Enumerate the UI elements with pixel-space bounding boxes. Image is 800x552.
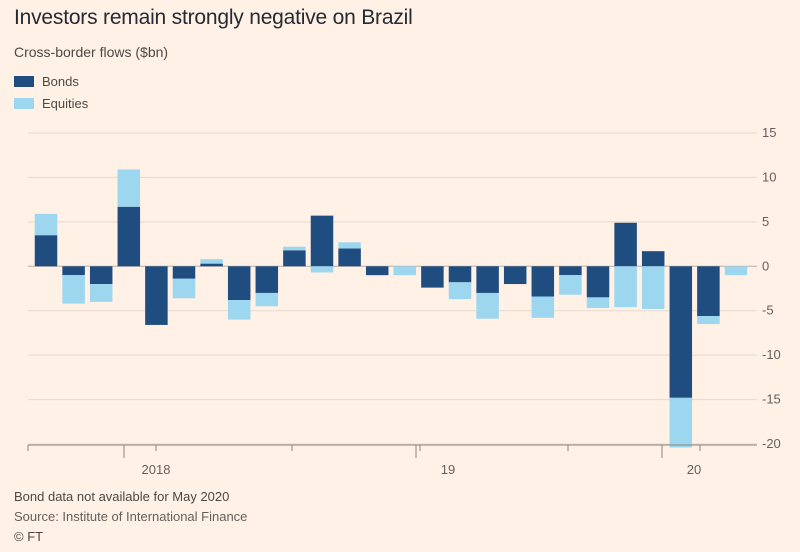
bar-bonds xyxy=(117,206,141,267)
bar-equities xyxy=(697,316,720,325)
bar-bonds xyxy=(503,266,527,285)
legend-swatch-bonds xyxy=(14,75,34,87)
bar-equities xyxy=(117,169,141,207)
legend-item-equities: Equities xyxy=(14,92,88,114)
bar-equities xyxy=(614,266,637,308)
y-tick-label: 10 xyxy=(762,169,776,184)
bar-bonds xyxy=(255,266,279,293)
x-tick-label: 20 xyxy=(687,462,701,477)
bar-equities xyxy=(448,282,472,300)
bar-bonds xyxy=(641,251,665,267)
bar-equities xyxy=(227,300,251,320)
bar-bonds xyxy=(200,263,223,267)
x-tick-label: 2018 xyxy=(142,462,171,477)
bar-equities xyxy=(200,259,223,264)
legend-swatch-equities xyxy=(14,97,34,109)
bar-bonds xyxy=(476,266,499,293)
bar-bonds xyxy=(697,266,720,317)
bar-bonds xyxy=(172,266,196,279)
bar-bonds xyxy=(531,266,555,297)
y-tick-label: -15 xyxy=(762,392,781,407)
bar-equities xyxy=(310,266,334,273)
bar-equities xyxy=(669,397,693,448)
bar-equities xyxy=(586,297,610,309)
bar-bonds xyxy=(669,266,693,398)
chart-subtitle: Cross-border flows ($bn) xyxy=(14,44,169,60)
bar-bonds xyxy=(227,266,251,301)
bar-equities xyxy=(89,284,113,302)
x-tick-label: 19 xyxy=(441,462,455,477)
bar-bonds xyxy=(365,266,389,276)
footer-credit: © FT xyxy=(14,529,44,544)
bar-equities xyxy=(172,278,196,299)
bar-bonds xyxy=(559,266,582,276)
bar-bonds xyxy=(338,248,361,267)
bar-bonds xyxy=(89,266,113,285)
y-tick-label: -20 xyxy=(762,436,781,451)
y-tick-label: -5 xyxy=(762,303,774,318)
bar-bonds xyxy=(145,266,168,325)
bar-equities xyxy=(393,266,417,276)
bar-equities xyxy=(476,292,499,319)
bar-equities xyxy=(724,266,748,276)
y-tick-label: 0 xyxy=(762,258,769,273)
bar-equities xyxy=(34,213,58,236)
bar-bonds xyxy=(421,266,444,288)
chart-title: Investors remain strongly negative on Br… xyxy=(14,6,413,29)
y-tick-label: -10 xyxy=(762,347,781,362)
bar-bonds xyxy=(448,266,472,283)
bar-equities xyxy=(531,296,555,318)
footer-source: Source: Institute of International Finan… xyxy=(14,509,248,524)
bar-equities xyxy=(255,292,279,307)
legend-item-bonds: Bonds xyxy=(14,70,88,92)
y-tick-label: 15 xyxy=(762,125,776,140)
bar-equities xyxy=(283,246,306,251)
bar-bonds xyxy=(586,266,610,298)
bar-bonds xyxy=(34,235,58,267)
bar-equities xyxy=(338,242,361,249)
bar-bonds xyxy=(62,266,85,276)
bar-bonds xyxy=(614,222,637,267)
bar-bonds xyxy=(283,250,306,267)
bar-equities xyxy=(62,275,85,304)
bar-bonds xyxy=(310,215,334,267)
chart-footer: Bond data not available for May 2020 Sou… xyxy=(14,487,247,547)
bar-equities xyxy=(559,275,582,295)
legend-label-equities: Equities xyxy=(42,95,89,111)
legend-label-bonds: Bonds xyxy=(42,73,79,89)
footer-note: Bond data not available for May 2020 xyxy=(14,489,230,504)
chart-legend: Bonds Equities xyxy=(14,70,88,114)
bar-equities xyxy=(641,266,665,309)
y-tick-label: 5 xyxy=(762,214,769,229)
